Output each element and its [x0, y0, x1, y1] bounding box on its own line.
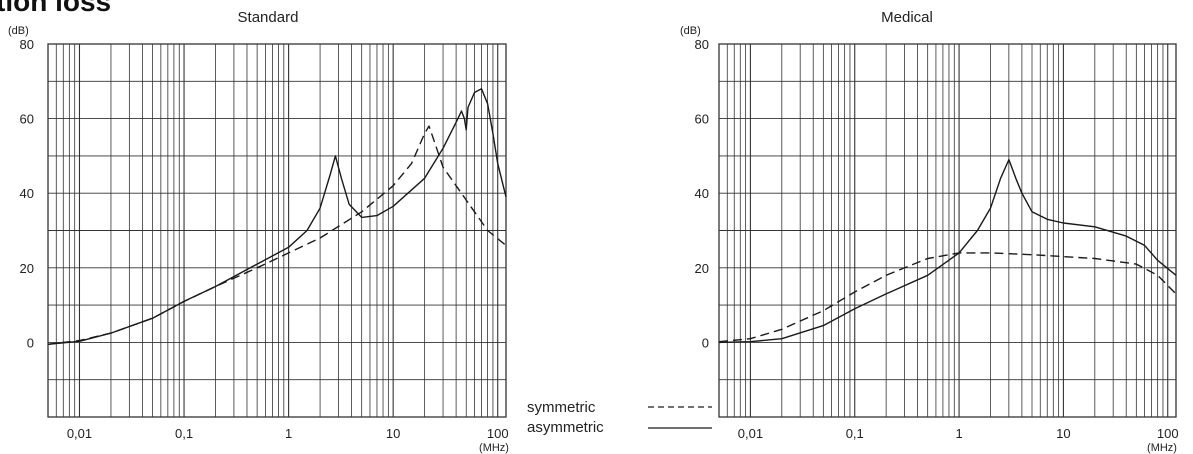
- page-title: tion loss: [0, 0, 112, 17]
- chart-title: Standard: [238, 9, 299, 26]
- x-tick-label: 100: [1157, 426, 1179, 441]
- x-tick-label: 10: [1056, 426, 1070, 441]
- y-unit-label: (dB): [8, 25, 29, 37]
- x-tick-label: 0,1: [175, 426, 193, 441]
- x-unit-label: (MHz): [479, 442, 509, 454]
- legend-asymmetric-label: asymmetric: [527, 419, 604, 436]
- y-unit-label: (dB): [680, 25, 701, 37]
- series-line-asymmetric: [718, 158, 1177, 344]
- chart-title: Medical: [881, 9, 933, 26]
- x-unit-label: (MHz): [1147, 442, 1177, 454]
- x-tick-label: 0,1: [846, 426, 864, 441]
- y-tick-label: 20: [20, 261, 34, 276]
- chart-medical: Medical 0 20 40 60 80 0,01 0,1 1 10 100 (dB) (MHz): [680, 9, 1179, 454]
- y-tick-label: 80: [695, 37, 709, 52]
- series-line-asymmetric: [47, 88, 507, 345]
- y-tick-label: 80: [20, 37, 34, 52]
- y-tick-label: 0: [702, 335, 709, 350]
- x-tick-label: 1: [285, 426, 292, 441]
- legend-symmetric-label: symmetric: [527, 399, 596, 416]
- x-tick-label: 100: [487, 426, 509, 441]
- y-tick-label: 0: [27, 335, 34, 350]
- y-tick-label: 40: [695, 186, 709, 201]
- y-tick-label: 20: [695, 261, 709, 276]
- y-tick-label: 40: [20, 186, 34, 201]
- series-line-symmetric: [718, 252, 1177, 343]
- x-tick-label: 0,01: [67, 426, 92, 441]
- x-tick-label: 0,01: [738, 426, 763, 441]
- legend: symmetric asymmetric: [527, 399, 712, 436]
- chart-standard: Standard 0 20 40 60 80 0,01 0,1 1 10 100 (dB) (MHz): [8, 9, 509, 454]
- x-tick-label: 10: [386, 426, 400, 441]
- y-tick-label: 60: [695, 112, 709, 127]
- plot-frame: [718, 43, 1177, 418]
- plot-frame: [47, 43, 507, 418]
- x-tick-label: 1: [955, 426, 962, 441]
- y-tick-label: 60: [20, 112, 34, 127]
